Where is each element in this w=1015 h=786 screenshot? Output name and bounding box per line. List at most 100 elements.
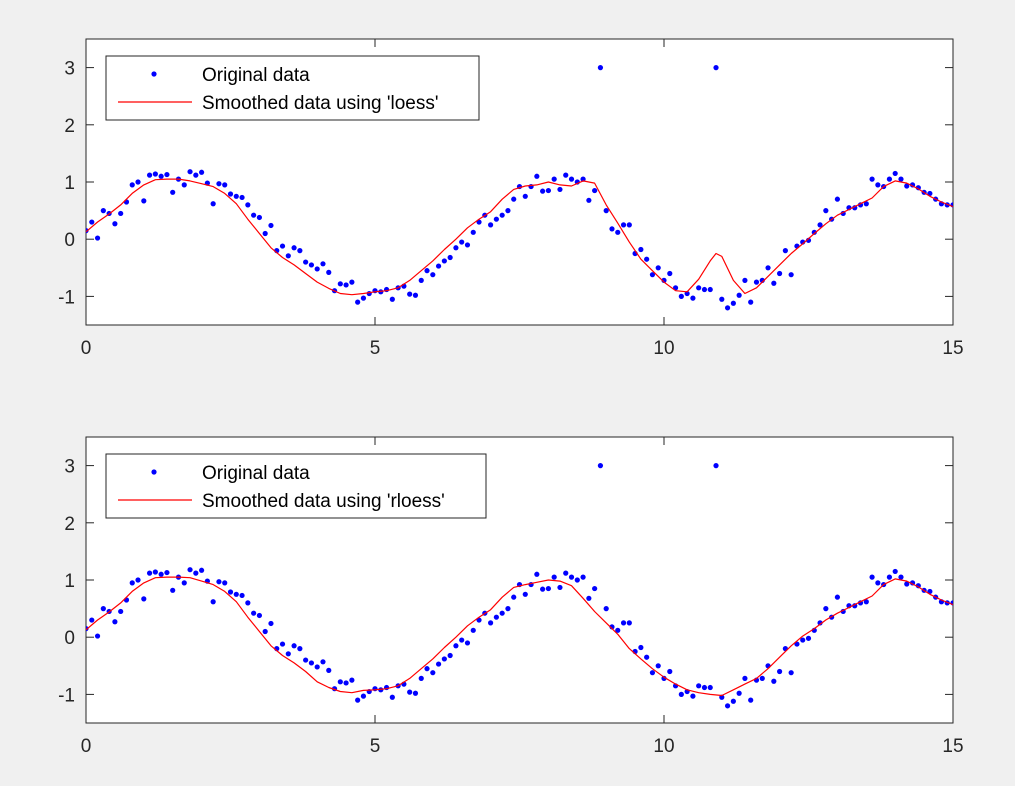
data-point [499,610,505,616]
data-point [586,197,592,203]
x-tick-label: 10 [653,338,674,359]
data-point [499,212,505,218]
data-point [464,640,471,646]
data-point [291,643,297,649]
data-point [129,580,135,586]
data-point [736,690,742,696]
data-point [719,296,725,302]
data-point [407,291,413,297]
data-point [141,596,147,602]
legend-label: Original data [202,463,310,484]
data-point [256,214,262,221]
data-point [447,254,453,261]
data-point [135,577,141,583]
data-point [915,185,921,191]
data-point [170,587,176,593]
data-point [424,268,430,274]
data-point [927,588,933,595]
data-point [303,657,309,663]
data-point [574,577,580,583]
data-point [210,599,216,605]
data-point [210,201,216,207]
data-point [540,586,546,592]
data-point [609,226,615,232]
data-point [753,279,760,285]
data-point [435,263,442,269]
data-point [239,194,245,201]
data-point [164,569,170,576]
data-point [568,574,575,580]
data-point [696,683,702,689]
data-point [869,176,875,182]
data-point [638,644,644,651]
data-point [886,176,893,182]
data-point [950,202,953,208]
data-point [522,591,528,597]
data-point [152,569,158,575]
data-point [863,599,869,605]
x-tick-label: 5 [370,736,381,757]
data-point [661,675,667,681]
data-point [435,661,442,667]
data-point [730,300,736,306]
data-point [118,608,124,615]
data-point [626,620,632,626]
data-point [592,585,598,592]
data-point [187,567,193,573]
data-point [129,182,135,188]
data-point [464,242,471,248]
data-point [326,667,332,673]
data-point [644,256,650,262]
data-point [389,694,395,700]
data-point [360,693,367,699]
y-tick-label: 3 [64,457,75,478]
data-point [199,169,205,175]
data-point [193,570,199,576]
data-point [782,248,788,254]
data-point [279,243,286,249]
data-point [724,703,731,709]
data-point [337,679,343,685]
data-point [898,176,904,182]
smoothed-line [86,178,953,296]
data-point [805,635,812,641]
data-point [713,463,719,469]
legend-marker [151,469,157,475]
data-point [540,188,546,194]
data-point [678,293,684,299]
data-point [193,172,199,178]
data-point [94,235,101,241]
data-point [597,463,604,469]
legend-label: Smoothed data using 'rloess' [202,491,445,512]
data-point [441,258,447,264]
data-point [592,187,598,194]
data-point [661,277,667,283]
data-point [187,169,193,175]
data-point [181,182,187,188]
data-point [158,173,164,179]
data-point [245,600,251,606]
data-point [268,222,274,229]
data-point [239,592,245,599]
x-tick-label: 5 [370,338,381,359]
data-point [89,617,95,623]
data-point [603,606,609,612]
data-point [407,689,413,695]
data-point [534,173,540,179]
data-point [164,171,170,178]
data-point [100,208,106,214]
data-point [788,272,794,278]
data-point [355,697,361,703]
data-point [152,171,158,177]
data-point [620,620,627,626]
data-point [199,567,205,573]
legend-label: Smoothed data using 'loess' [202,93,438,114]
data-point [285,651,291,657]
data-point [927,190,933,197]
data-point [563,570,569,576]
data-point [823,208,829,214]
data-point [649,670,656,676]
data-point [580,176,586,182]
